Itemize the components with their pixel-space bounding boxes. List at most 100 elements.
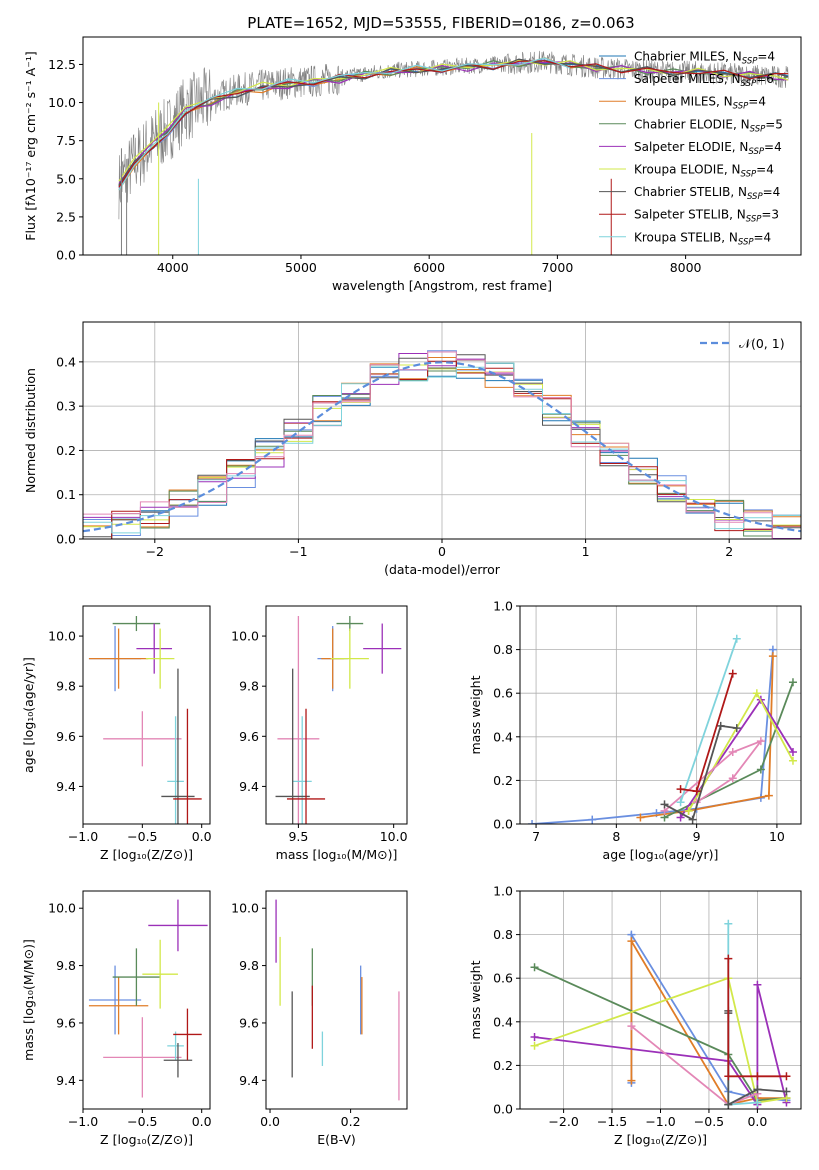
data-point-errorbar bbox=[363, 623, 402, 674]
x-tick-label: 10 bbox=[769, 829, 785, 844]
y-tick-label: 0.0 bbox=[56, 248, 76, 263]
y-tick-label: 0.2 bbox=[493, 1058, 513, 1073]
y-tick-label: 0.4 bbox=[56, 354, 76, 369]
residual-histogram-step bbox=[83, 351, 801, 539]
x-axis-label: wavelength [Angstrom, rest frame] bbox=[332, 278, 552, 293]
data-point-errorbar bbox=[136, 623, 173, 674]
axes-frame bbox=[265, 890, 408, 1110]
y-axis-label: mass [log₁₀(M/M⊙)] bbox=[21, 939, 36, 1061]
data-point-errorbar bbox=[103, 1017, 182, 1098]
axes-age_vs_Z: −1.0 −0.5 0.0 9.4 9.6 9.8 10.0 Z [log₁₀(Z/Z⊙)] a… bbox=[21, 605, 212, 862]
x-tick-label: 10.0 bbox=[380, 829, 408, 844]
legend-label: Kroupa ELODIE, NSSP=4 bbox=[634, 163, 774, 180]
mass-weight-marker bbox=[768, 652, 777, 661]
mass-weight-marker bbox=[753, 1072, 762, 1081]
x-axis-label: Z [log₁₀(Z/Z⊙)] bbox=[100, 1132, 193, 1147]
legend-label: Chabrier MILES, NSSP=4 bbox=[634, 50, 775, 67]
data-point-errorbar bbox=[277, 616, 320, 824]
mass-weight-marker bbox=[627, 1022, 636, 1031]
y-tick-label: 1.0 bbox=[493, 599, 513, 614]
x-tick-label: 8 bbox=[612, 829, 620, 844]
x-tick-label: −1 bbox=[289, 544, 307, 559]
y-axis-label: age [log₁₀(age/yr)] bbox=[21, 657, 36, 773]
mass-weight-marker bbox=[756, 765, 765, 774]
mass-weight-marker bbox=[528, 820, 537, 824]
data-point-errorbar bbox=[286, 708, 326, 824]
x-tick-label: 9.5 bbox=[288, 829, 308, 844]
data-point-errorbar bbox=[161, 668, 195, 824]
axes-age_vs_mass: 9.5 10.0 9.4 9.6 9.8 10.0 mass [log₁₀(M/M⊙)] bbox=[231, 605, 408, 862]
data-point-errorbar bbox=[167, 1031, 184, 1061]
x-tick-label: 0.0 bbox=[192, 829, 212, 844]
model-spectrum-line bbox=[118, 60, 789, 185]
legend-label: Kroupa STELIB, NSSP=4 bbox=[634, 230, 771, 247]
y-tick-label: 9.6 bbox=[239, 729, 259, 744]
legend-label: Kroupa MILES, NSSP=4 bbox=[634, 95, 766, 112]
data-point-errorbar bbox=[145, 628, 175, 689]
axes-frame bbox=[519, 605, 802, 825]
mass-weight-marker bbox=[782, 1087, 791, 1096]
y-tick-label: 9.4 bbox=[239, 779, 259, 794]
plot-layer: 4000 5000 6000 7000 80000.02.55.07.510.012.5… bbox=[21, 36, 802, 1147]
y-tick-label: 9.8 bbox=[56, 958, 76, 973]
y-axis-label: mass weight bbox=[468, 960, 483, 1039]
residual-histogram-step bbox=[83, 366, 801, 539]
mass-weight-marker bbox=[692, 787, 701, 796]
data-point-errorbar bbox=[292, 716, 312, 824]
axes-mass_vs_Z: −1.0 −0.5 0.0 9.4 9.6 9.8 10.0 Z [log₁₀(Z/Z⊙)] m… bbox=[21, 890, 212, 1147]
y-tick-label: 0.8 bbox=[493, 927, 513, 942]
x-tick-label: −0.5 bbox=[694, 1114, 724, 1129]
mass-weight-marker bbox=[752, 689, 761, 698]
y-tick-label: 9.8 bbox=[239, 958, 259, 973]
residual-histogram-step bbox=[83, 362, 801, 534]
model-spectrum-line bbox=[118, 59, 789, 187]
plot-area-residuals bbox=[83, 350, 801, 539]
plot-area-age_vs_mass bbox=[275, 616, 402, 824]
plot-area-massweight_vs_Z bbox=[530, 919, 791, 1109]
mass-weight-marker bbox=[728, 774, 737, 783]
legend-label: 𝒩(0, 1) bbox=[739, 336, 785, 351]
y-tick-label: 7.5 bbox=[56, 133, 76, 148]
y-axis-label: mass weight bbox=[468, 675, 483, 754]
mass-weight-marker bbox=[724, 954, 733, 963]
data-point-errorbar bbox=[142, 939, 178, 1009]
data-point-errorbar bbox=[173, 1008, 202, 1061]
plot-area-mass_vs_Z bbox=[88, 899, 208, 1098]
data-point-errorbar bbox=[88, 628, 149, 689]
mass-weight-marker bbox=[728, 748, 737, 757]
y-tick-label: 9.4 bbox=[239, 1073, 259, 1088]
mass-weight-marker bbox=[782, 1072, 791, 1081]
x-tick-label: −0.5 bbox=[127, 829, 157, 844]
y-axis-label: Normed distribution bbox=[23, 368, 38, 493]
mass-weight-marker bbox=[627, 937, 636, 946]
y-tick-label: 0.1 bbox=[56, 487, 76, 502]
mass-weight-marker bbox=[660, 800, 669, 809]
mass-weight-marker bbox=[728, 669, 737, 678]
y-tick-label: 0.4 bbox=[493, 1014, 513, 1029]
axes-mass_vs_EBV: 0.0 0.2 9.4 9.6 9.8 10.0 E(B-V) bbox=[231, 890, 408, 1147]
data-point-errorbar bbox=[112, 948, 161, 1006]
mass-weight-line bbox=[534, 966, 787, 1102]
x-tick-label: 0.0 bbox=[747, 1114, 767, 1129]
data-point-errorbar bbox=[112, 616, 161, 632]
mass-weight-marker bbox=[530, 1033, 539, 1042]
model-spectrum-line bbox=[118, 57, 571, 191]
plot-area-massweight_vs_age bbox=[528, 634, 797, 824]
model-spectrum-line bbox=[118, 60, 789, 188]
y-tick-label: 10.0 bbox=[231, 629, 259, 644]
x-tick-label: −0.5 bbox=[127, 1114, 157, 1129]
mass-weight-marker bbox=[788, 748, 797, 757]
plot-area-spectrum bbox=[118, 50, 789, 255]
x-tick-label: 4000 bbox=[157, 260, 189, 275]
y-tick-label: 5.0 bbox=[56, 171, 76, 186]
x-tick-label: −1.0 bbox=[645, 1114, 675, 1129]
x-tick-label: −2.0 bbox=[548, 1114, 578, 1129]
data-point-errorbar bbox=[103, 711, 182, 767]
x-tick-label: 0.0 bbox=[192, 1114, 212, 1129]
x-tick-label: 8000 bbox=[670, 260, 702, 275]
x-tick-label: 1 bbox=[582, 544, 590, 559]
legend-label: Salpeter ELODIE, NSSP=4 bbox=[634, 140, 782, 157]
mass-weight-marker bbox=[676, 798, 685, 807]
y-tick-label: 9.6 bbox=[56, 1015, 76, 1030]
legend-label: Salpeter MILES, NSSP=6 bbox=[634, 72, 774, 89]
